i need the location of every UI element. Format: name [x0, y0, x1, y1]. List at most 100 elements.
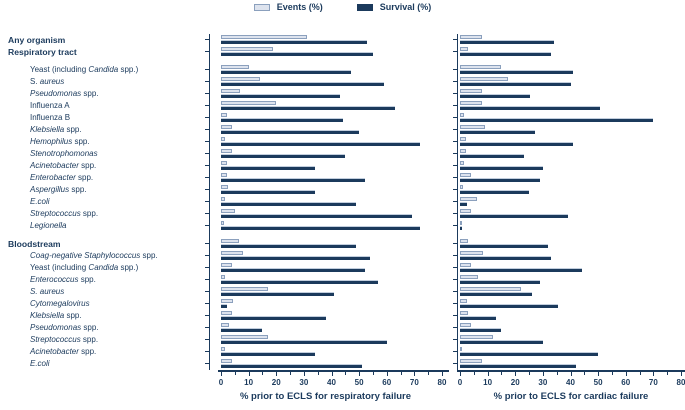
survival-bar: [460, 268, 582, 272]
y-axis-tick: [205, 189, 209, 190]
events-bar: [460, 65, 501, 69]
y-axis-tick: [205, 291, 209, 292]
y-axis-tick: [453, 279, 457, 280]
survival-bar: [460, 70, 573, 74]
category-label: Enterobacter spp.: [30, 173, 94, 182]
events-bar: [221, 113, 227, 117]
x-axis-major-tick: [542, 372, 544, 376]
x-axis-minor-tick: [428, 372, 430, 375]
survival-bar: [221, 256, 370, 260]
x-axis-tick-label: 10: [244, 378, 254, 387]
x-axis-minor-tick: [639, 372, 641, 375]
x-axis-minor-tick: [317, 372, 319, 375]
x-axis-tick-label: 20: [271, 378, 281, 387]
y-axis-tick: [205, 225, 209, 226]
x-axis-minor-tick: [262, 372, 264, 375]
survival-bar: [460, 364, 576, 368]
survival-bar: [460, 202, 467, 206]
x-axis-minor-tick: [611, 372, 613, 375]
x-axis-major-tick: [331, 372, 333, 376]
events-bar: [460, 161, 464, 165]
events-bar: [221, 347, 225, 351]
y-axis-tick: [453, 189, 457, 190]
category-label: Any organism: [8, 35, 66, 45]
y-axis-tick: [453, 201, 457, 202]
survival-bar: [221, 352, 315, 356]
y-axis-tick: [453, 129, 457, 130]
events-bar: [460, 77, 508, 81]
y-axis-tick: [453, 39, 457, 40]
y-axis-tick: [205, 51, 209, 52]
events-bar: [221, 287, 268, 291]
survival-bar: [221, 280, 378, 284]
events-bar: [460, 323, 471, 327]
category-label: Hemophilus spp.: [30, 137, 90, 146]
events-bar: [460, 251, 483, 255]
events-bar: [221, 299, 233, 303]
y-axis-tick: [453, 291, 457, 292]
category-label: Klebsiella spp.: [30, 311, 82, 320]
x-axis-major-tick: [487, 372, 489, 376]
survival-bar: [460, 166, 543, 170]
events-bar: [460, 263, 471, 267]
x-axis-major-tick: [221, 372, 222, 376]
survival-bar: [460, 226, 462, 230]
y-axis-tick: [453, 243, 457, 244]
category-label: Stenotrophomonas: [30, 149, 98, 158]
events-bar: [460, 101, 482, 105]
events-bar: [221, 125, 232, 129]
survival-bar: [460, 214, 568, 218]
y-axis-tick: [205, 351, 209, 352]
x-axis-tick-label: 0: [218, 378, 224, 387]
events-bar: [460, 113, 464, 117]
survival-bar: [221, 130, 359, 134]
category-label: S. aureus: [30, 77, 65, 86]
category-label: Streptococcus spp.: [30, 335, 99, 344]
x-axis-major-tick: [414, 372, 416, 376]
category-label: Streptococcus spp.: [30, 209, 99, 218]
survival-bar: [460, 280, 540, 284]
x-axis-tick-label: 50: [354, 378, 364, 387]
events-bar: [460, 89, 482, 93]
panel-respiratory-failure: 0 10 20 30 40 50 60 70 80 % prior to ECLS for res…: [205, 34, 449, 406]
x-axis-tick-label: 50: [593, 378, 603, 387]
events-bar: [460, 335, 493, 339]
events-bar: [460, 359, 482, 363]
y-axis-tick: [453, 327, 457, 328]
x-axis-line: [218, 370, 449, 372]
legend-item-events: Events (%): [253, 2, 323, 12]
x-axis-tick-label: 60: [621, 378, 631, 387]
x-axis-tick-label: 0: [457, 378, 463, 387]
events-bar: [221, 335, 268, 339]
x-axis-tick-label: 30: [299, 378, 309, 387]
category-label: Yeast (including Candida spp.): [30, 263, 139, 272]
events-bar: [221, 251, 243, 255]
y-axis-tick: [453, 267, 457, 268]
y-axis-tick: [205, 267, 209, 268]
x-axis-title: % prior to ECLS for cardiac failure: [493, 391, 649, 402]
x-axis-minor-tick: [667, 372, 669, 375]
category-label: Bloodstream: [8, 239, 61, 249]
events-bar: [221, 323, 229, 327]
survival-bar: [221, 70, 351, 74]
y-axis-tick: [205, 363, 209, 364]
events-bar: [460, 275, 478, 279]
x-axis-tick-label: 40: [566, 378, 575, 387]
x-axis-tick-label: 30: [538, 378, 548, 387]
events-bar: [221, 35, 307, 39]
events-bar: [460, 299, 467, 303]
category-label: Acinetobacter spp.: [30, 347, 97, 356]
y-axis-tick: [205, 303, 209, 304]
survival-bar: [221, 40, 367, 44]
x-axis-minor-tick: [372, 372, 374, 375]
x-axis-tick-label: 80: [437, 378, 447, 387]
y-axis-tick: [205, 81, 209, 82]
survival-bar: [221, 166, 315, 170]
x-axis-tick-label: 80: [676, 378, 685, 387]
y-axis-line: [209, 34, 210, 370]
events-bar: [221, 359, 232, 363]
survival-bar: [460, 304, 558, 308]
events-bar: [221, 65, 249, 69]
x-axis-tick-label: 10: [483, 378, 493, 387]
category-label: Acinetobacter spp.: [30, 161, 97, 170]
